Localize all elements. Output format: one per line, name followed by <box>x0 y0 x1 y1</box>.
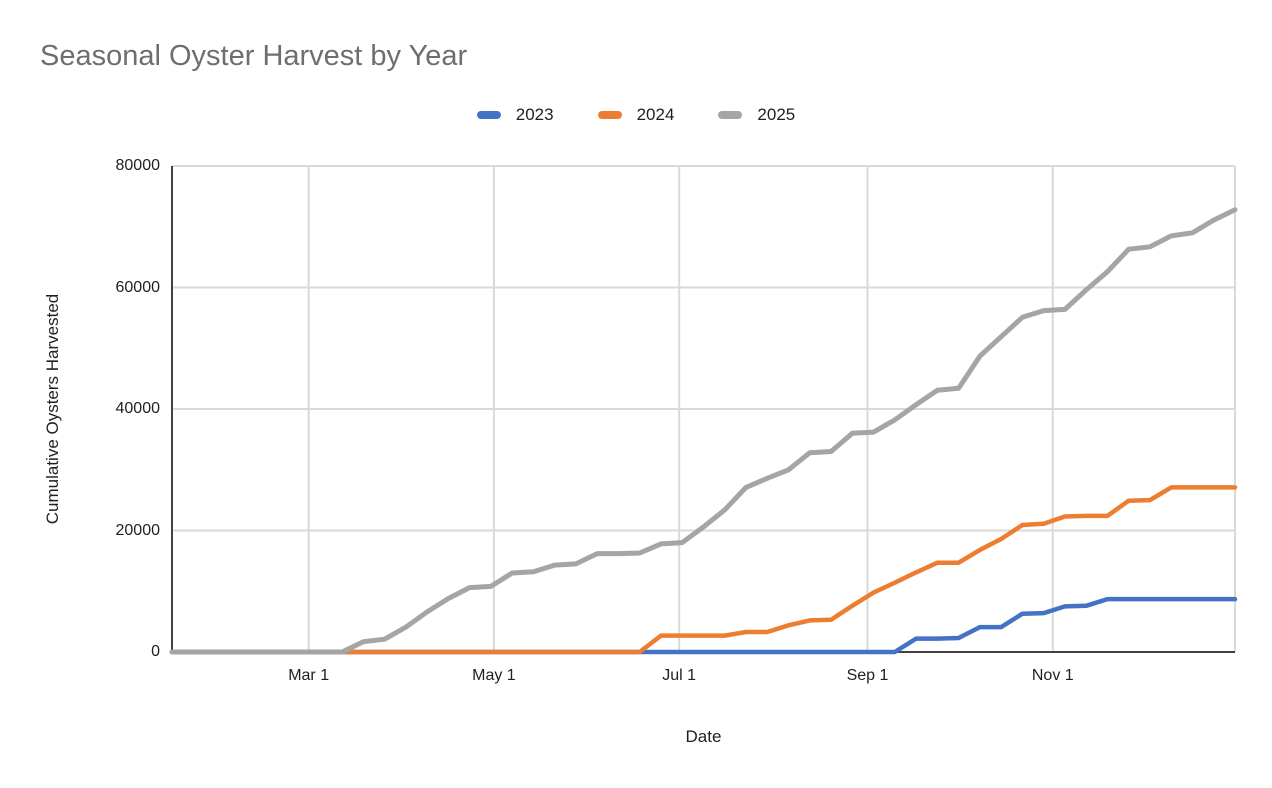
legend-item-2025[interactable]: 2025 <box>718 105 795 125</box>
x-axis-title: Date <box>685 727 722 746</box>
series-line-2024 <box>169 485 1238 655</box>
legend-item-2024[interactable]: 2024 <box>597 105 675 125</box>
series-line-2023 <box>169 596 1238 655</box>
legend-swatch-icon <box>476 111 501 119</box>
chart-title: Seasonal Oyster Harvest by Year <box>40 40 468 72</box>
legend-swatch-icon <box>597 111 622 119</box>
x-tick-label: May 1 <box>472 667 516 684</box>
legend-label: 2024 <box>636 105 675 124</box>
legend-swatch-icon <box>718 111 743 119</box>
y-tick-label: 60000 <box>115 278 161 296</box>
x-tick-label: Nov 1 <box>1031 667 1074 684</box>
chart-legend: 2023 2024 2025 <box>0 105 1272 125</box>
y-tick-label: 80000 <box>115 157 161 174</box>
y-tick-label: 20000 <box>115 521 161 539</box>
y-axis-title: Cumulative Oysters Harvested <box>43 293 62 525</box>
y-tick-label: 0 <box>151 643 160 660</box>
legend-label: 2023 <box>515 105 554 124</box>
y-tick-label: 40000 <box>115 400 161 417</box>
legend-label: 2025 <box>757 105 796 124</box>
plot-svg <box>169 165 1238 655</box>
series-line-2025 <box>169 207 1238 655</box>
x-tick-label: Mar 1 <box>288 667 330 684</box>
plot-area <box>169 165 1238 655</box>
x-tick-label: Sep 1 <box>846 667 889 684</box>
x-tick-label: Jul 1 <box>662 667 697 684</box>
legend-item-2023[interactable]: 2023 <box>476 105 554 125</box>
